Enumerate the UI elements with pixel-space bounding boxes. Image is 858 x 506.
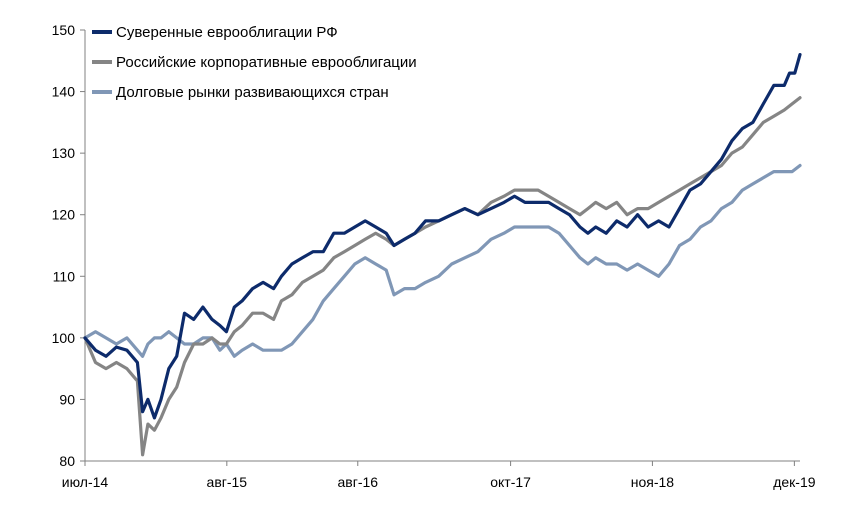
- x-tick-label: окт-17: [490, 474, 531, 490]
- x-tick-label: июл-14: [62, 474, 109, 490]
- y-tick-label: 90: [59, 391, 75, 407]
- x-tick-label: авг-15: [207, 474, 248, 490]
- y-tick-label: 110: [53, 268, 76, 284]
- x-tick-label: дек-19: [773, 474, 816, 490]
- y-tick-label: 100: [52, 330, 76, 346]
- y-tick-label: 120: [52, 207, 76, 223]
- x-tick-label: ноя-18: [631, 474, 675, 490]
- y-tick-label: 80: [59, 453, 75, 469]
- series-lines: [83, 53, 802, 457]
- axes: 80 90 100 110 120 130 140 150 июл-14 авг-15 авг-16…: [52, 22, 816, 490]
- x-tick-label: авг-16: [337, 474, 378, 490]
- legend-label-0: Суверенные еврооблигации РФ: [116, 24, 338, 41]
- y-tick-label: 130: [52, 145, 76, 161]
- y-tick-label: 140: [52, 84, 76, 100]
- series-line-0: [83, 53, 802, 420]
- y-tick-label: 150: [52, 22, 76, 38]
- legend-label-1: Российские корпоративные еврооблигации: [116, 54, 417, 71]
- series-line-2: [83, 163, 802, 358]
- series-line-1: [83, 96, 802, 457]
- legend-label-2: Долговые рынки развивающихся стран: [116, 84, 389, 101]
- legend: Суверенные еврооблигации РФ Российские ко…: [92, 24, 417, 101]
